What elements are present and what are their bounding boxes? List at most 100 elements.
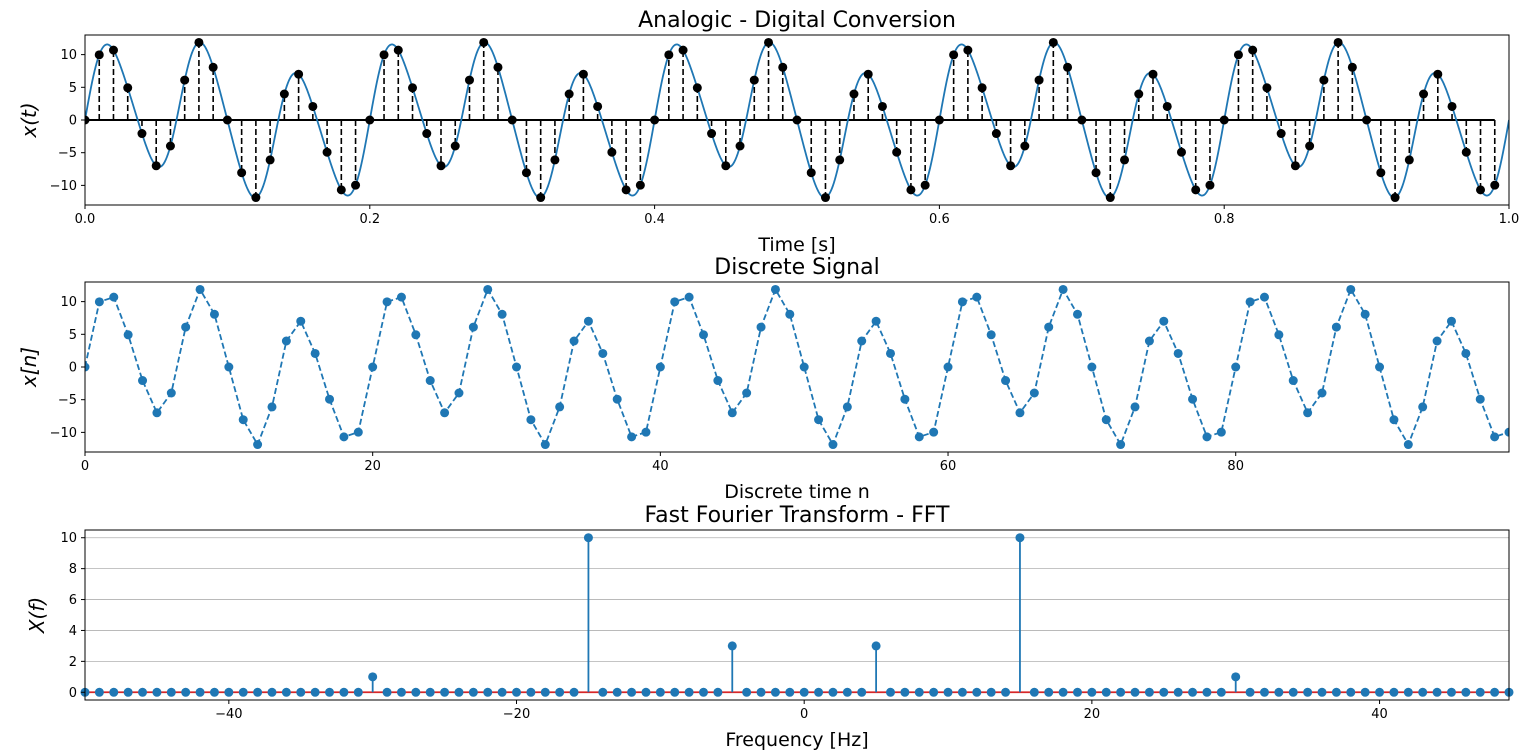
panel-fft-title: Fast Fourier Transform - FFT	[645, 503, 950, 528]
discrete-sample-point	[583, 316, 593, 326]
fft-point	[267, 687, 277, 697]
fft-point	[699, 687, 709, 697]
sample-point	[1290, 161, 1300, 171]
panel-discrete-ylabel: x[n]	[17, 347, 41, 388]
sample-point	[1219, 115, 1229, 125]
discrete-sample-point	[1432, 336, 1442, 346]
fft-point	[1231, 672, 1241, 682]
sample-point	[1447, 101, 1457, 111]
fft-point	[785, 687, 795, 697]
discrete-sample-point	[411, 330, 421, 340]
x-tick-label: 0.6	[929, 212, 950, 227]
discrete-sample-point	[454, 388, 464, 398]
sample-point	[180, 75, 190, 85]
fft-point	[181, 687, 191, 697]
fft-point	[238, 687, 248, 697]
discrete-sample-point	[914, 432, 924, 442]
panel-fft-ylabel: X(f)	[25, 597, 49, 634]
sample-point	[94, 50, 104, 60]
discrete-signal-line	[85, 287, 1509, 447]
sample-point	[464, 75, 474, 85]
sample-point	[1006, 161, 1016, 171]
fft-point	[929, 687, 939, 697]
discrete-sample-point	[195, 284, 205, 294]
sample-point	[963, 45, 973, 55]
fft-point	[1461, 687, 1471, 697]
discrete-sample-point	[368, 362, 378, 372]
y-tick-label: 8	[69, 562, 77, 577]
fft-point	[770, 687, 780, 697]
sample-point	[479, 37, 489, 47]
x-tick-label: 0.2	[359, 212, 380, 227]
discrete-sample-point	[1389, 415, 1399, 425]
discrete-sample-point	[382, 297, 392, 307]
y-tick-label: 5	[69, 81, 77, 96]
fft-point	[1202, 687, 1212, 697]
sample-point	[336, 185, 346, 195]
x-tick-label: 0.4	[644, 212, 665, 227]
discrete-sample-point	[339, 432, 349, 442]
fft-point	[483, 687, 493, 697]
y-tick-label: 5	[69, 328, 77, 343]
discrete-sample-point	[152, 408, 162, 418]
panel-analog-title: Analogic - Digital Conversion	[638, 8, 956, 33]
discrete-sample-point	[497, 309, 507, 319]
discrete-sample-point	[972, 292, 982, 302]
fft-point	[569, 687, 579, 697]
sample-point	[1120, 155, 1130, 165]
panel-discrete-y-ticks: 10 5 0 −5 −10	[50, 295, 85, 441]
discrete-sample-point	[1202, 432, 1212, 442]
y-tick-label: 0	[69, 686, 77, 701]
sample-point	[863, 69, 873, 79]
discrete-sample-point	[713, 376, 723, 386]
discrete-sample-point	[209, 309, 219, 319]
sample-point	[920, 180, 930, 190]
fft-point	[655, 687, 665, 697]
x-tick-label: −40	[215, 707, 242, 722]
sample-point	[123, 83, 133, 93]
discrete-sample-point	[1346, 284, 1356, 294]
fft-point	[94, 687, 104, 697]
discrete-sample-point	[1446, 316, 1456, 326]
sample-point	[1134, 89, 1144, 99]
fft-point	[1446, 687, 1456, 697]
discrete-sample-point	[267, 402, 277, 412]
sample-point	[1490, 180, 1500, 190]
discrete-sample-point	[857, 336, 867, 346]
sample-point	[977, 83, 987, 93]
discrete-sample-point	[799, 362, 809, 372]
sample-point	[351, 180, 361, 190]
x-tick-label: 0.8	[1214, 212, 1235, 227]
panel-fft: Fast Fourier Transform - FFT −40 −20 0 20 40…	[25, 503, 1514, 751]
y-tick-label: 10	[60, 48, 77, 63]
discrete-sample-point	[166, 388, 176, 398]
sample-point	[1191, 185, 1201, 195]
discrete-sample-point	[1087, 362, 1097, 372]
discrete-sample-point	[540, 440, 550, 450]
sample-point	[607, 147, 617, 157]
fft-point	[1015, 533, 1025, 543]
fft-point	[885, 687, 895, 697]
sample-point	[308, 101, 318, 111]
fft-point	[1173, 687, 1183, 697]
discrete-sample-point	[598, 348, 608, 358]
discrete-sample-point	[296, 316, 306, 326]
fft-point	[1072, 687, 1082, 697]
sample-point	[593, 101, 603, 111]
discrete-sample-point	[94, 297, 104, 307]
fft-point	[670, 687, 680, 697]
discrete-sample-point	[1173, 348, 1183, 358]
fft-point	[1188, 687, 1198, 697]
fft-point	[512, 687, 522, 697]
discrete-sample-point	[123, 330, 133, 340]
sample-point	[379, 50, 389, 60]
fft-point	[756, 687, 766, 697]
fft-point	[325, 687, 335, 697]
panel-analog-xlabel: Time [s]	[757, 234, 835, 256]
sample-point	[664, 50, 674, 60]
discrete-sample-point	[641, 427, 651, 437]
sample-point	[108, 45, 118, 55]
fft-point	[497, 687, 507, 697]
sample-point	[1091, 168, 1101, 178]
discrete-sample-point	[1274, 330, 1284, 340]
